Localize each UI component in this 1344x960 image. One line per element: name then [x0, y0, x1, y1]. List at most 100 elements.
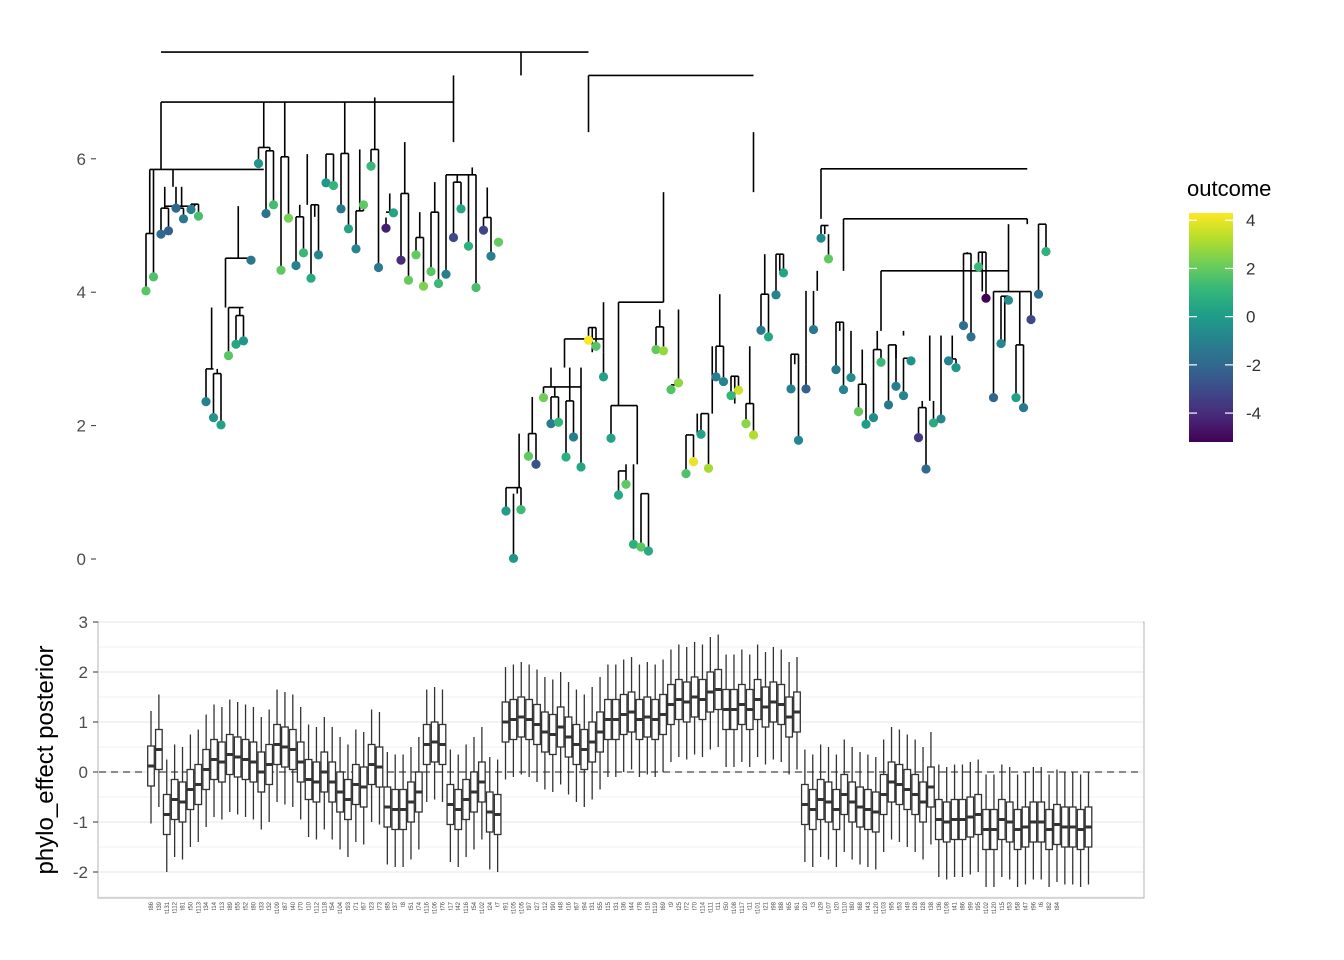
box-t48	[556, 672, 565, 785]
box-t31	[588, 687, 597, 800]
boxplot-x-tick-label: t86	[149, 901, 155, 910]
tree-leaf-point	[591, 341, 601, 351]
box-t28	[919, 747, 927, 860]
box-t32	[265, 709, 274, 822]
boxplot-x-tick-label: t24	[488, 901, 494, 910]
box-t103	[879, 739, 888, 852]
boxplot-x-tick-label: t85	[385, 901, 391, 910]
boxplot-x-tick-label: t13	[220, 901, 226, 910]
tree-leaf-point	[703, 463, 714, 473]
tree-y-tick-label: 6	[77, 150, 86, 169]
boxplot-x-tick-label: t55	[236, 901, 242, 910]
boxplot-y-tick-label: 2	[79, 663, 88, 682]
tree-leaf-point	[231, 339, 241, 349]
boxplot-x-tick-label: t34	[204, 901, 210, 910]
tree-leaf-point	[253, 158, 264, 169]
tree-leaf-point	[486, 251, 496, 261]
boxplot-x-tick-label: t29	[819, 901, 825, 910]
box-t54	[470, 737, 478, 850]
box-t50	[722, 654, 731, 767]
box-t54	[328, 727, 337, 840]
boxplot-x-tick-label: t53	[1008, 901, 1014, 910]
box-t39	[154, 694, 163, 807]
box-t87	[280, 692, 289, 805]
box-t94	[580, 694, 589, 807]
box-t38	[926, 732, 935, 845]
legend-tick-label: 2	[1246, 259, 1255, 278]
legend-title: outcome	[1187, 176, 1271, 201]
boxplot-x-tick-label: t97	[527, 901, 533, 910]
boxplot-x-tick-label: t108	[945, 901, 951, 913]
tree-leaf-point	[861, 419, 871, 429]
boxplot-x-tick-label: t111	[708, 901, 714, 912]
box-t89	[225, 699, 234, 812]
boxplot-x-tick-label: t98	[771, 901, 777, 910]
box-t112	[312, 727, 321, 840]
tree-leaf-point	[688, 457, 699, 467]
box-t111	[706, 637, 715, 750]
tree-leaf-point	[283, 213, 294, 223]
box-t15	[603, 664, 612, 777]
tree-leaf-point	[636, 542, 646, 552]
boxplot-x-tick-label: t7	[496, 901, 502, 907]
box-t95	[974, 759, 983, 872]
box-t33	[257, 717, 266, 830]
boxplot-x-tick-label: t12	[543, 901, 549, 910]
boxplot-x-tick-label: t55	[598, 901, 604, 910]
tree-leaf-point	[943, 356, 954, 366]
boxplot-x-tick-label: t70	[299, 901, 305, 910]
tree-leaf-point	[358, 200, 369, 210]
box-t86	[147, 711, 155, 824]
tree-leaf-point	[171, 203, 181, 213]
tree-leaf-point	[613, 490, 624, 500]
boxplot-x-tick-label: t81	[181, 901, 187, 910]
box-t31	[611, 664, 620, 777]
box-t44	[627, 657, 636, 770]
tree-leaf-point	[456, 204, 466, 214]
tree-leaf-point	[741, 418, 751, 429]
box-t88	[777, 649, 786, 762]
boxplot-x-tick-label: t42	[456, 901, 462, 910]
box-t105	[509, 664, 518, 777]
boxplot-x-tick-label: t8	[401, 901, 407, 907]
tree-leaf-point	[238, 336, 249, 346]
boxplot-x-tick-label: t78	[637, 901, 643, 910]
tree-leaf-point	[921, 464, 931, 474]
boxplot-x-tick-label: t96	[1031, 901, 1037, 910]
tree-panel: 0 2 4 6	[77, 51, 1051, 569]
tree-leaf-point	[493, 237, 504, 247]
boxplot-x-tick-label: t120	[992, 901, 998, 913]
box-t67	[359, 732, 368, 845]
boxplot-x-tick-label: t110	[842, 901, 848, 913]
tree-leaf-point	[628, 539, 639, 549]
box-t43	[863, 754, 872, 867]
legend-ticks: 4 2 0 -2 -4	[1189, 211, 1261, 423]
boxplot-x-tick-label: t6	[1039, 901, 1045, 907]
box-t102	[982, 774, 991, 887]
box-t131	[162, 759, 171, 872]
box-t110	[840, 739, 849, 852]
tree-leaf-point	[598, 372, 609, 382]
tree-leaf-point	[898, 390, 909, 401]
tree-leaf-point	[1011, 392, 1021, 403]
tree-leaf-point	[808, 324, 819, 335]
box-undefined	[1084, 772, 1093, 885]
boxplot-y-axis: -2 -1 0 1 2 3	[73, 613, 98, 882]
tree-leaf-point	[816, 233, 826, 243]
tree-leaf-point	[928, 418, 939, 428]
boxplot-x-tick-label: t41	[953, 901, 959, 910]
box-t84	[1053, 769, 1061, 882]
tree-leaf-point	[718, 376, 729, 387]
tree-leaf-point	[568, 432, 579, 442]
tree-leaf-point	[141, 286, 151, 296]
boxplot-x-tick-label: t70	[693, 901, 699, 910]
box-undefined	[1060, 772, 1069, 885]
tree-leaf-point	[786, 384, 796, 394]
box-t15	[997, 764, 1006, 877]
box-t112	[170, 744, 179, 857]
boxplot-x-tick-label: t119	[653, 901, 659, 913]
tree-leaf-point	[156, 229, 166, 239]
tree-leaf-point	[343, 224, 354, 234]
boxplot-x-tick-label: t71	[354, 901, 360, 910]
